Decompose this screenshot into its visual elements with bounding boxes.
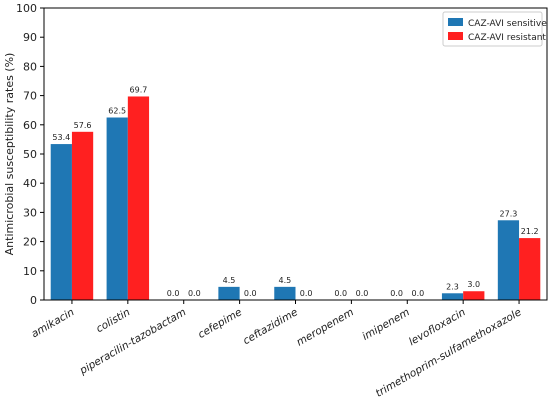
bar-value-label: 2.3	[446, 282, 459, 291]
bar-value-label: 0.0	[412, 289, 425, 298]
x-tick-label: ceftazidime	[241, 306, 300, 347]
bar	[50, 144, 72, 300]
x-tick-label: meropenem	[295, 306, 356, 348]
y-tick-label: 50	[23, 148, 37, 161]
bar-value-label: 53.4	[52, 133, 70, 142]
y-tick-label: 70	[23, 90, 37, 103]
y-tick-label: 40	[23, 177, 37, 190]
y-tick-label: 100	[16, 2, 37, 15]
bar-value-label: 69.7	[130, 85, 148, 94]
bar	[274, 286, 296, 300]
y-tick-label: 30	[23, 206, 37, 219]
bar-value-label: 0.0	[356, 289, 369, 298]
legend-label: CAZ-AVI sensitive	[468, 19, 547, 29]
bar-value-label: 0.0	[244, 289, 257, 298]
y-axis-ticks: 0 10 20 30 40 50 60 70 80 90 100	[16, 2, 44, 307]
x-tick-label: amikacin	[29, 306, 76, 340]
x-tick-label: piperacilin-tazobactam	[77, 306, 188, 377]
bar-value-label: 0.0	[334, 289, 347, 298]
y-tick-label: 60	[23, 119, 37, 132]
y-axis-title: Antimicrobial susceptibility rates (%)	[3, 53, 16, 256]
plot-frame	[43, 7, 548, 301]
bar-value-label: 57.6	[74, 121, 92, 130]
bar-value-label: 0.0	[188, 289, 201, 298]
bars	[50, 96, 541, 300]
legend: CAZ-AVI sensitive CAZ-AVI resistant	[442, 11, 547, 47]
bar	[441, 293, 464, 300]
bar-value-label: 0.0	[167, 289, 180, 298]
y-tick-label: 90	[23, 31, 37, 44]
bar-value-label: 3.0	[467, 280, 480, 289]
bar	[497, 220, 520, 300]
x-tick-label: imipenem	[360, 306, 411, 343]
bar	[463, 291, 485, 300]
bar-value-label: 4.5	[223, 276, 236, 285]
y-tick-label: 0	[30, 294, 37, 307]
legend-swatch	[448, 18, 463, 26]
bar-value-label: 0.0	[300, 289, 313, 298]
y-tick-label: 10	[23, 265, 37, 278]
bar	[106, 117, 128, 300]
bar-value-label: 4.5	[279, 276, 292, 285]
bar-value-label: 27.3	[500, 209, 518, 218]
bar-value-label: 21.2	[521, 227, 539, 236]
bar	[127, 96, 150, 300]
bar	[519, 238, 541, 300]
legend-swatch	[448, 32, 463, 40]
x-tick-label: colistin	[94, 306, 132, 335]
y-tick-label: 20	[23, 236, 37, 249]
y-axis-title-group: Antimicrobial susceptibility rates (%)	[3, 53, 16, 256]
x-tick-label: cefepime	[196, 306, 244, 341]
bar	[71, 131, 94, 300]
bar	[218, 286, 240, 300]
legend-box	[442, 11, 543, 47]
y-tick-label: 80	[23, 60, 37, 73]
bar-value-label: 62.5	[108, 107, 126, 116]
value-labels: 53.4 57.6 62.5 69.7 0.0 0.0 4.5 0.0 4.5 0.0 0.0 0.0…	[52, 85, 538, 298]
legend-label: CAZ-AVI resistant	[468, 33, 546, 43]
bar-value-label: 0.0	[390, 289, 403, 298]
